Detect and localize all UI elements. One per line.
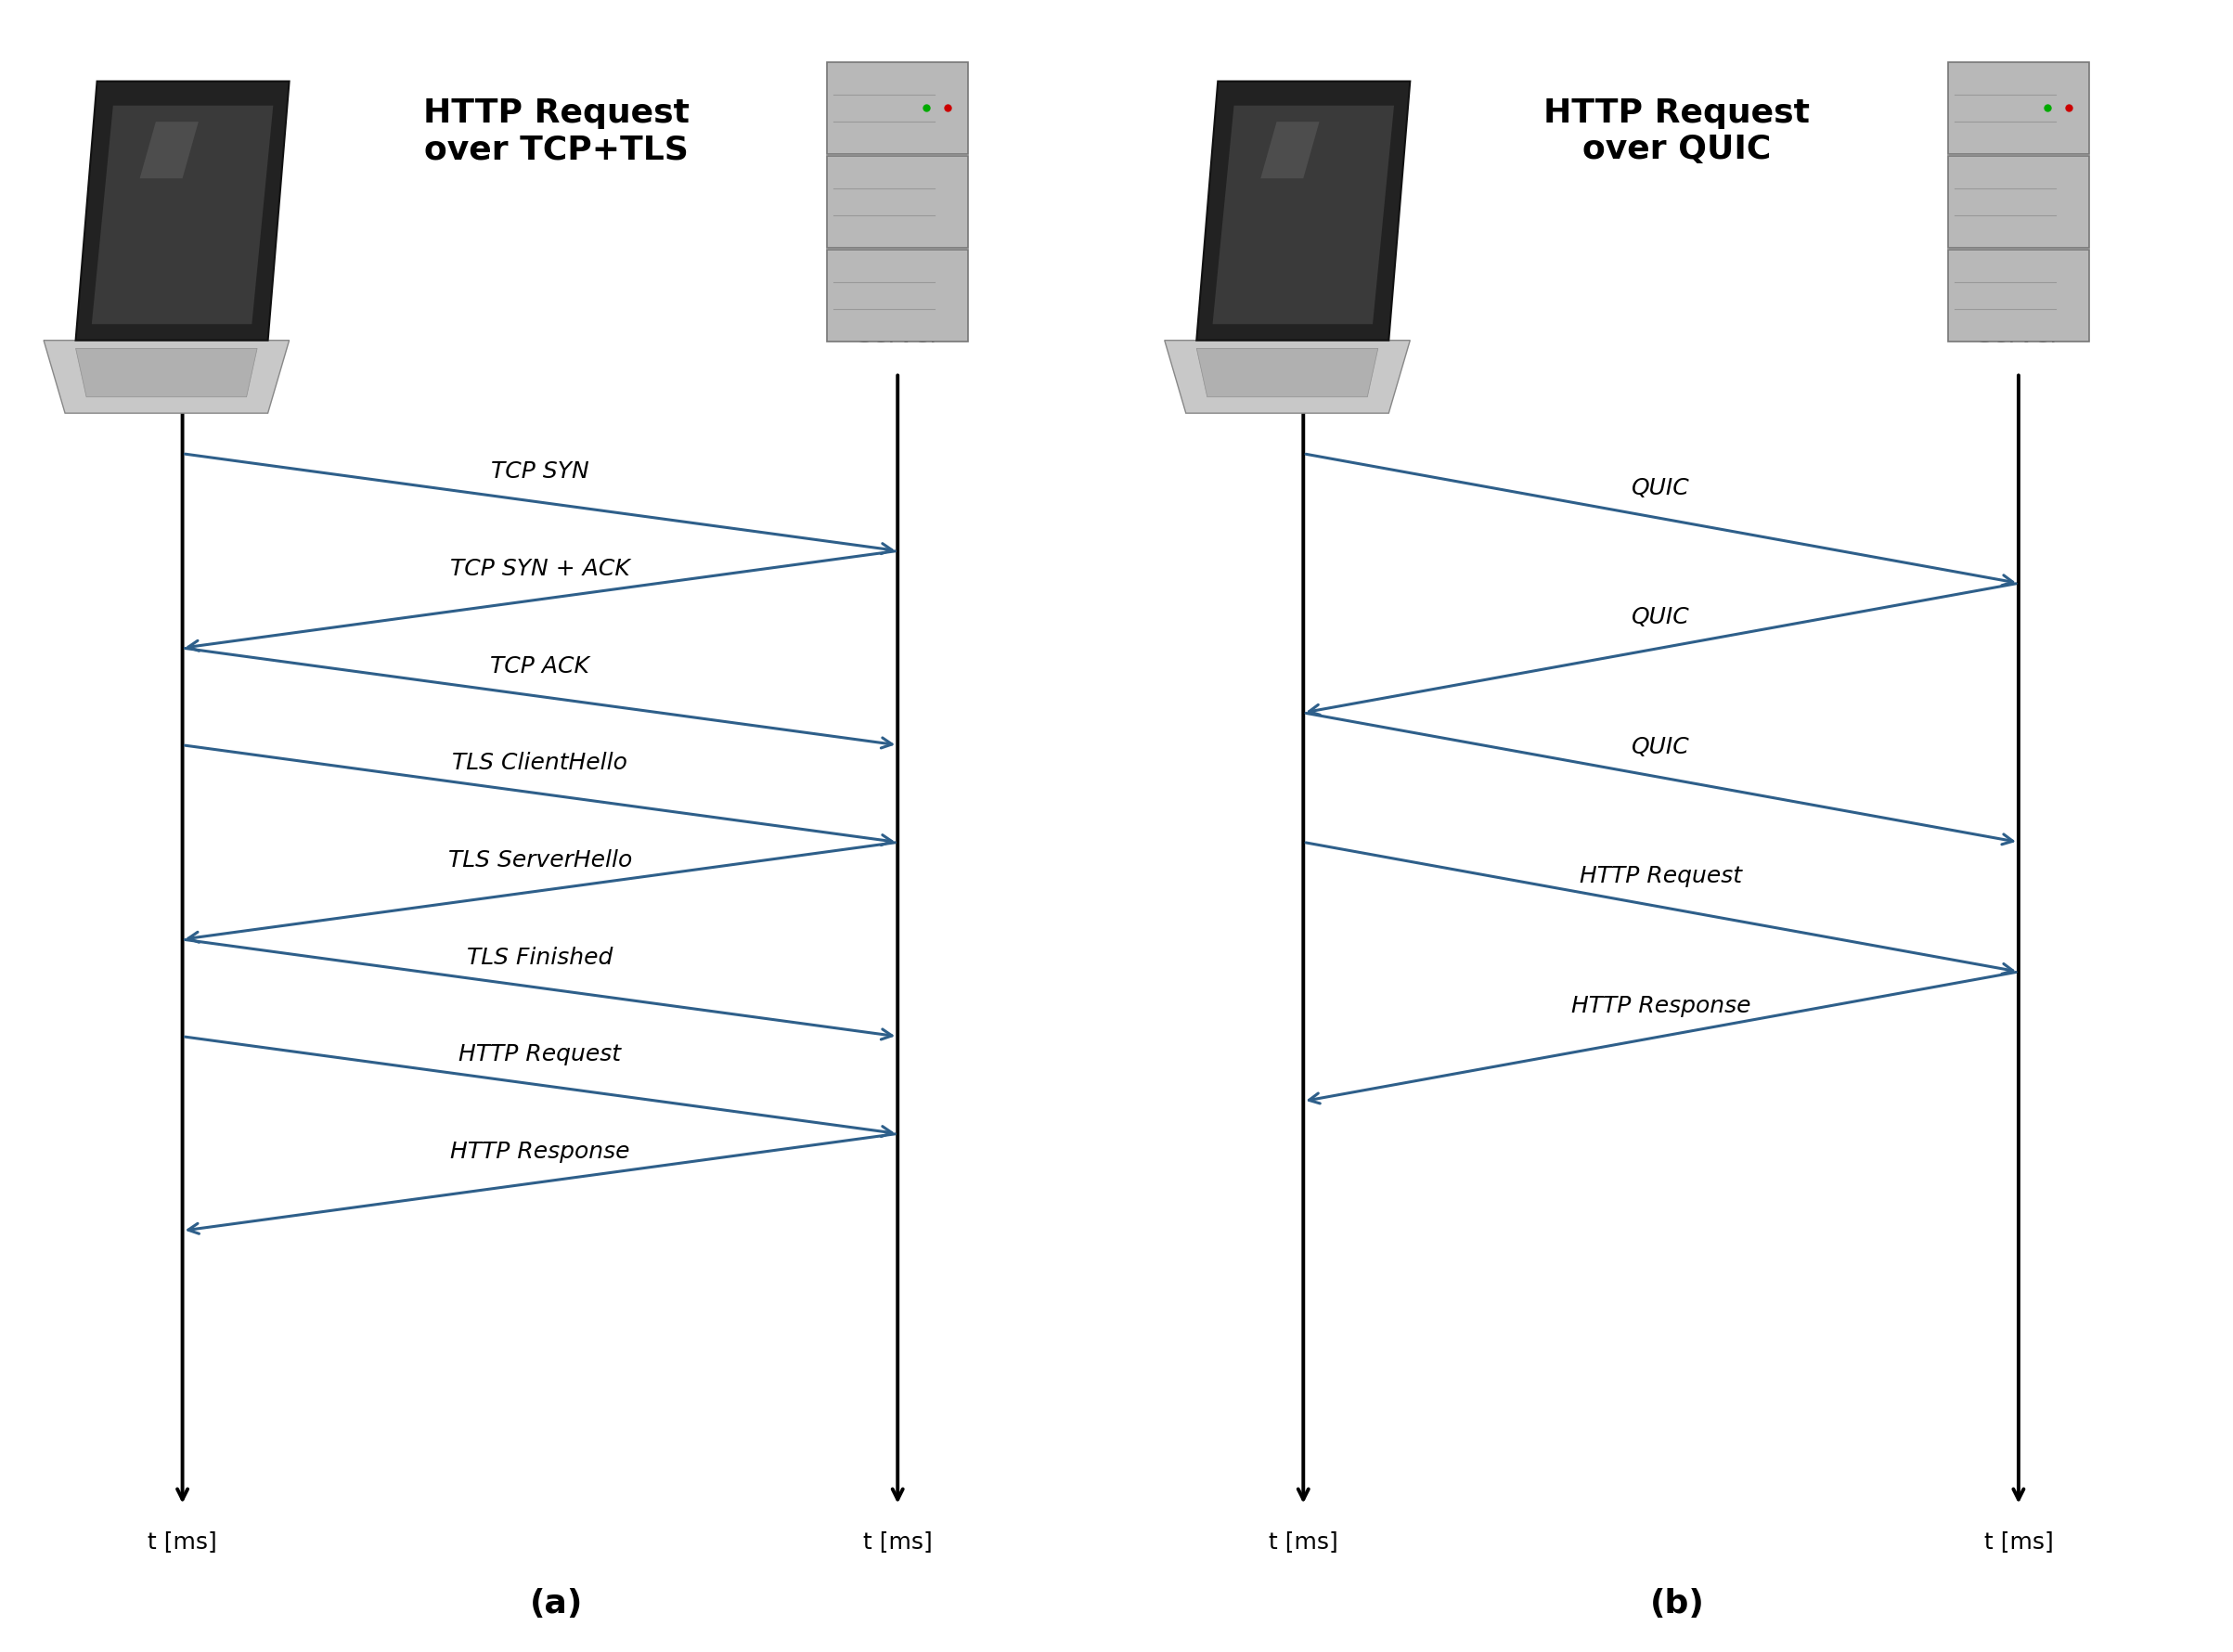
Text: Server: Server xyxy=(1976,322,2061,349)
Polygon shape xyxy=(141,122,199,178)
FancyBboxPatch shape xyxy=(826,61,969,154)
FancyBboxPatch shape xyxy=(1947,249,2090,342)
Text: Server: Server xyxy=(855,322,940,349)
Text: HTTP Request
over QUIC: HTTP Request over QUIC xyxy=(1543,97,1811,165)
Text: TCP ACK: TCP ACK xyxy=(491,654,590,677)
Text: TLS ClientHello: TLS ClientHello xyxy=(453,752,627,775)
Polygon shape xyxy=(1197,349,1378,396)
Polygon shape xyxy=(1262,122,1320,178)
Text: t [ms]: t [ms] xyxy=(862,1530,933,1553)
Text: QUIC: QUIC xyxy=(1632,606,1690,628)
Text: TCP SYN: TCP SYN xyxy=(491,461,590,482)
Polygon shape xyxy=(92,106,272,324)
FancyBboxPatch shape xyxy=(1947,61,2090,154)
Polygon shape xyxy=(1166,340,1409,413)
Text: t [ms]: t [ms] xyxy=(1268,1530,1338,1553)
FancyBboxPatch shape xyxy=(826,155,969,248)
Text: TLS Finished: TLS Finished xyxy=(467,947,614,968)
FancyBboxPatch shape xyxy=(826,249,969,342)
Text: (b): (b) xyxy=(1650,1588,1704,1619)
Text: HTTP Response: HTTP Response xyxy=(1572,995,1751,1018)
Text: HTTP Request: HTTP Request xyxy=(458,1044,621,1066)
FancyBboxPatch shape xyxy=(1947,155,2090,248)
Text: (a): (a) xyxy=(529,1588,583,1619)
Text: HTTP Response: HTTP Response xyxy=(451,1140,630,1163)
Polygon shape xyxy=(1213,106,1393,324)
Text: HTTP Request: HTTP Request xyxy=(1579,866,1742,887)
Text: QUIC: QUIC xyxy=(1632,477,1690,499)
Polygon shape xyxy=(76,349,257,396)
Text: t [ms]: t [ms] xyxy=(147,1530,217,1553)
Text: QUIC: QUIC xyxy=(1632,735,1690,758)
Polygon shape xyxy=(45,340,290,413)
Text: t [ms]: t [ms] xyxy=(1983,1530,2052,1553)
Text: Client: Client xyxy=(1266,322,1340,349)
Text: TCP SYN + ACK: TCP SYN + ACK xyxy=(451,558,630,580)
Polygon shape xyxy=(76,81,290,340)
Text: TLS ServerHello: TLS ServerHello xyxy=(449,849,632,871)
Polygon shape xyxy=(1197,81,1409,340)
Text: Client: Client xyxy=(145,322,219,349)
Text: HTTP Request
over TCP+TLS: HTTP Request over TCP+TLS xyxy=(422,97,690,165)
